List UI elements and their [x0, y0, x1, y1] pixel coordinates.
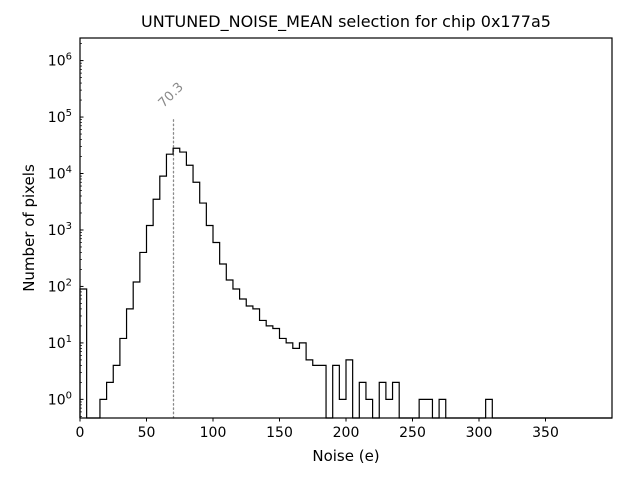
svg-text:105: 105 — [48, 108, 72, 126]
svg-text:102: 102 — [48, 277, 72, 295]
svg-text:300: 300 — [466, 425, 493, 441]
svg-text:70.3: 70.3 — [156, 80, 187, 111]
svg-text:150: 150 — [266, 425, 293, 441]
svg-text:50: 50 — [138, 425, 156, 441]
svg-text:200: 200 — [333, 425, 360, 441]
svg-text:100: 100 — [200, 425, 227, 441]
svg-text:103: 103 — [48, 221, 72, 239]
svg-text:104: 104 — [48, 165, 72, 183]
chart-title: UNTUNED_NOISE_MEAN selection for chip 0x… — [141, 12, 551, 31]
svg-text:0: 0 — [76, 425, 85, 441]
svg-text:250: 250 — [399, 425, 426, 441]
svg-text:100: 100 — [48, 390, 72, 408]
svg-text:101: 101 — [48, 334, 72, 352]
svg-text:350: 350 — [532, 425, 559, 441]
x-axis-label: Noise (e) — [312, 447, 380, 465]
svg-text:106: 106 — [48, 52, 72, 70]
